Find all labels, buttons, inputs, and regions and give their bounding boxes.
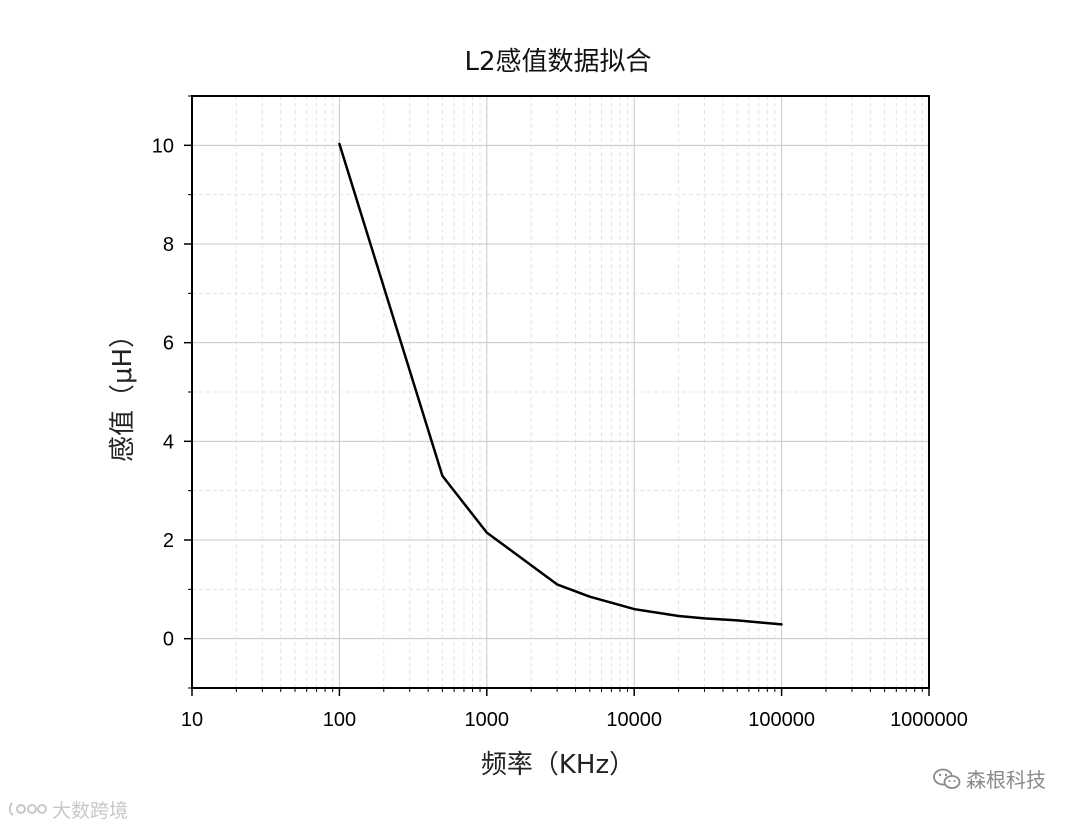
minor-grid (192, 96, 929, 688)
watermark-left-text: 大数跨境 (52, 800, 129, 822)
major-grid (192, 96, 929, 688)
wechat-icon (932, 767, 962, 796)
x-tick-labels: 10 100 1000 10000 100000 1000000 (181, 709, 968, 731)
x-tick-label: 10 (181, 709, 203, 731)
x-tick-label: 1000000 (890, 709, 968, 731)
axis-ticks (184, 95, 930, 696)
y-tick-labels: 0 2 4 6 8 10 (152, 135, 174, 650)
x-tick-label: 1000 (465, 709, 510, 731)
watermark-right: 森根科技 (932, 764, 1046, 796)
logo-icon (8, 799, 48, 824)
y-axis-title: 感值（μH） (108, 322, 138, 462)
chart-title: L2感值数据拟合 (464, 47, 651, 77)
series-line (338, 142, 783, 626)
x-tick-label: 100 (323, 709, 356, 731)
series-layer (338, 142, 783, 626)
y-tick-label: 4 (163, 431, 174, 453)
x-tick-label: 10000 (606, 709, 662, 731)
y-tick-label: 10 (152, 135, 174, 157)
y-tick-label: 8 (163, 234, 174, 256)
y-tick-label: 6 (163, 333, 174, 355)
y-tick-label: 0 (163, 629, 174, 651)
x-tick-label: 100000 (748, 709, 815, 731)
y-tick-label: 2 (163, 530, 174, 552)
plot-frame (191, 95, 930, 689)
watermark-right-text: 森根科技 (966, 768, 1046, 792)
x-axis-title: 频率（KHz） (481, 750, 635, 780)
watermark-left: 大数跨境 (8, 796, 128, 824)
